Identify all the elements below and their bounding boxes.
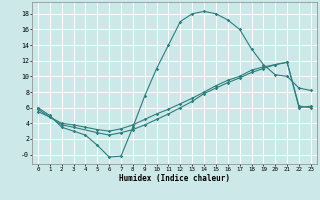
X-axis label: Humidex (Indice chaleur): Humidex (Indice chaleur): [119, 174, 230, 183]
